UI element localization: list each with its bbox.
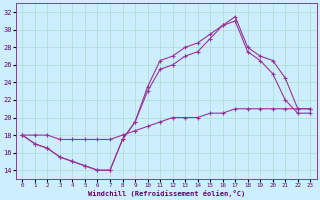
X-axis label: Windchill (Refroidissement éolien,°C): Windchill (Refroidissement éolien,°C) [88,190,245,197]
